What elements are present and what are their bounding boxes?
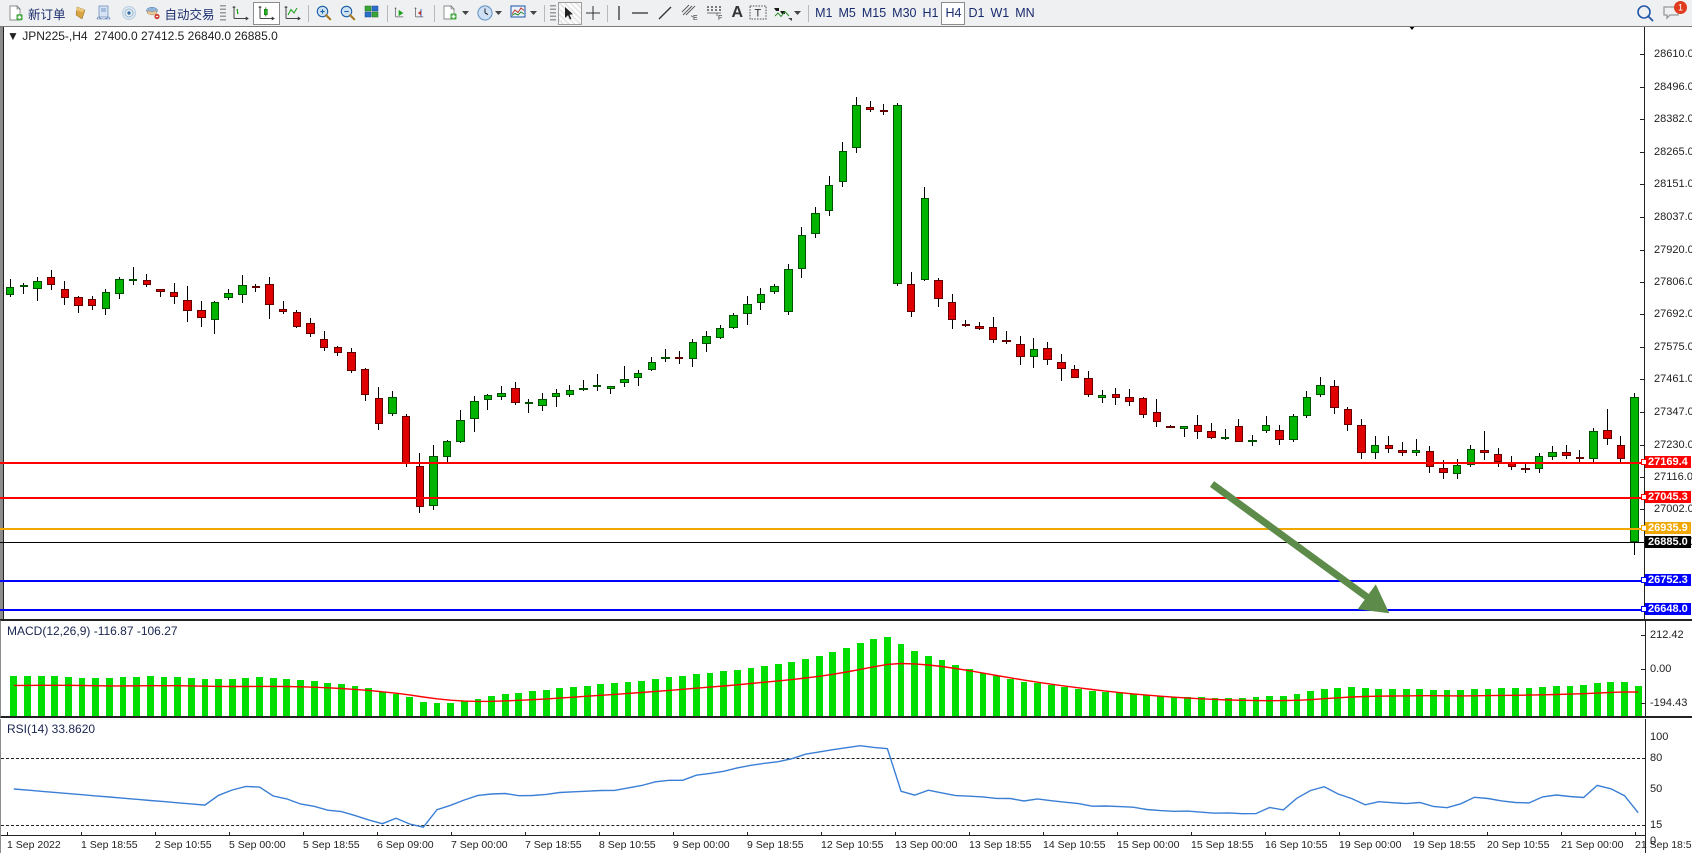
svg-text:E: E bbox=[693, 15, 698, 22]
svg-text:T: T bbox=[755, 8, 762, 20]
svg-text:1: 1 bbox=[1678, 2, 1683, 12]
svg-text:F: F bbox=[718, 15, 722, 21]
